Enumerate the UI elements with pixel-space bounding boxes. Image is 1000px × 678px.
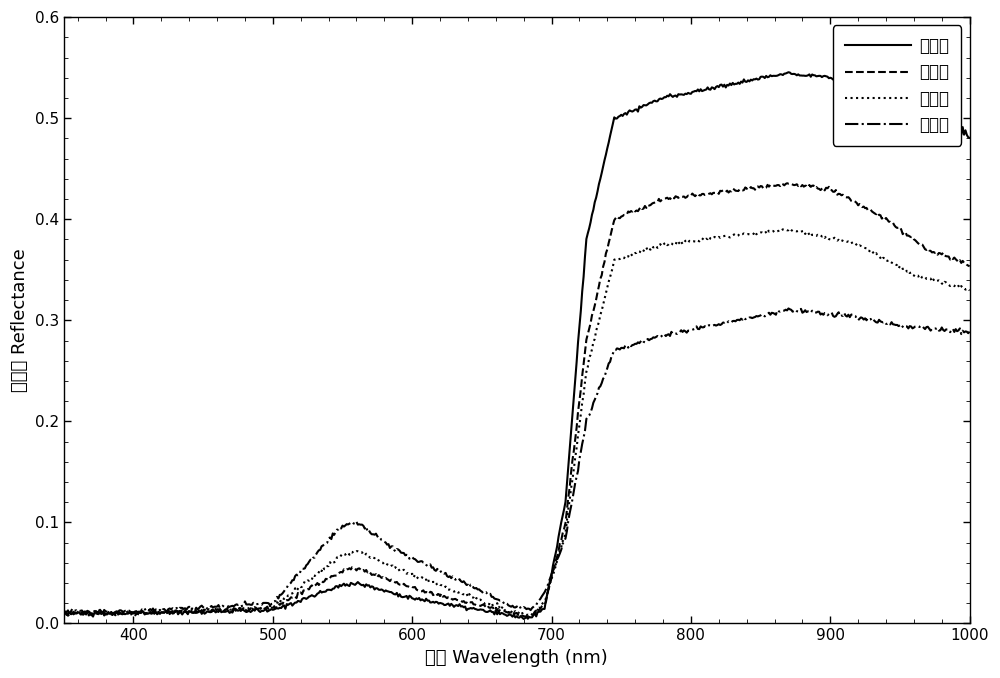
拔节期 [58,608,70,616]
蜡熟期 [109,608,121,616]
蜡熟期 [782,304,794,313]
抄穗期 [964,262,976,271]
蜡熟期 [865,315,877,323]
拔节期 [518,615,530,623]
抄穗期 [217,605,229,614]
Line: 蜡熟期: 蜡熟期 [64,308,970,613]
乳熟期 [964,286,976,294]
X-axis label: 波长 Wavelength (nm): 波长 Wavelength (nm) [425,649,608,667]
乳熟期 [218,605,230,613]
蜡熟期 [245,601,257,609]
抄穗期 [343,564,355,572]
乳熟期 [122,607,134,616]
Line: 乳熟期: 乳熟期 [64,228,970,616]
抄穗期 [784,179,796,187]
拔节期 [120,610,132,618]
乳熟期 [245,604,257,612]
抄穗期 [120,609,132,617]
拔节期 [217,607,229,616]
抄穗期 [58,608,70,616]
抄穗期 [108,609,120,617]
乳熟期 [345,548,357,556]
乳熟期 [784,224,796,233]
Legend: 拔节期, 抄穗期, 乳熟期, 蜡熟期: 拔节期, 抄穗期, 乳熟期, 蜡熟期 [833,26,961,146]
拔节期 [782,68,794,77]
拔节期 [243,606,255,614]
抄穗期 [865,205,877,214]
乳熟期 [865,248,877,256]
乳熟期 [58,611,70,619]
拔节期 [343,582,355,590]
蜡熟期 [964,327,976,336]
Line: 拔节期: 拔节期 [64,73,970,619]
蜡熟期 [345,519,357,527]
Y-axis label: 反射率 Reflectance: 反射率 Reflectance [11,248,29,392]
抄穗期 [523,613,535,621]
抄穗期 [243,605,255,614]
拔节期 [865,97,877,105]
蜡熟期 [218,603,230,611]
拔节期 [964,134,976,142]
蜡熟期 [58,608,70,616]
拔节期 [108,609,120,617]
Line: 抄穗期: 抄穗期 [64,183,970,617]
蜡熟期 [63,609,75,617]
乳熟期 [91,612,103,620]
蜡熟期 [122,607,134,616]
乳熟期 [109,612,121,620]
